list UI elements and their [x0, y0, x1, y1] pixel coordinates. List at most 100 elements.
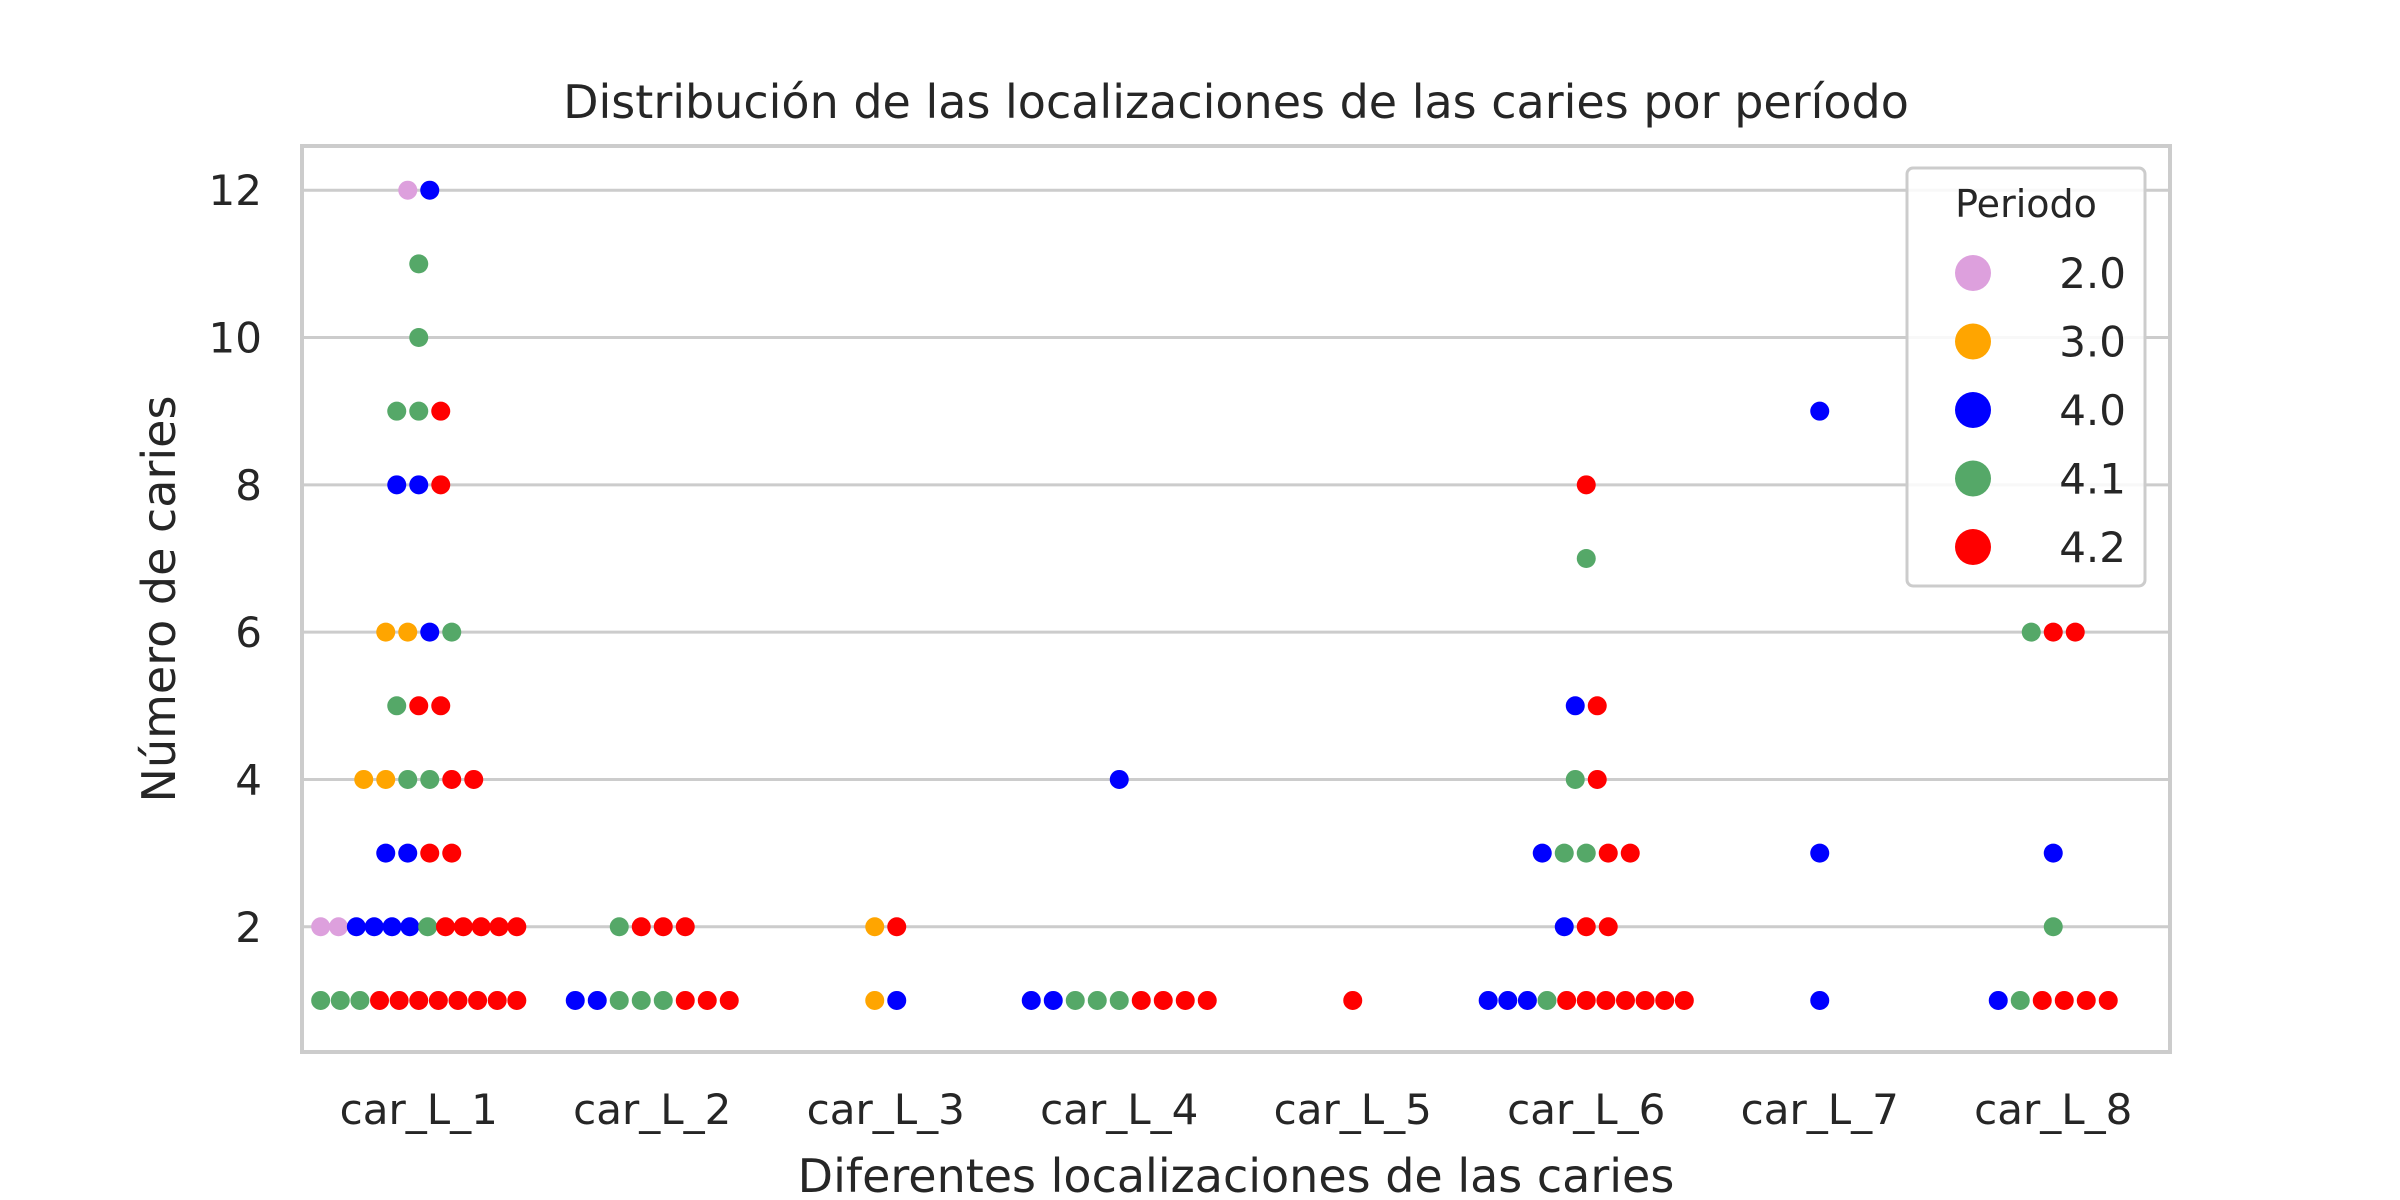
data-point — [1576, 475, 1596, 495]
data-point — [1498, 990, 1518, 1010]
data-point — [653, 917, 673, 937]
x-tick-label: car_L_2 — [573, 1085, 731, 1134]
data-point — [1587, 769, 1607, 789]
data-point — [420, 843, 440, 863]
data-point — [887, 990, 907, 1010]
data-point — [387, 475, 407, 495]
data-point — [1674, 990, 1694, 1010]
data-point — [409, 475, 429, 495]
data-point — [2076, 990, 2096, 1010]
data-point — [1576, 917, 1596, 937]
data-point — [1587, 696, 1607, 716]
data-point — [453, 917, 473, 937]
y-tick-label: 10 — [209, 314, 262, 363]
data-point — [354, 769, 374, 789]
x-tick-label: car_L_7 — [1741, 1085, 1899, 1134]
data-point — [346, 917, 366, 937]
data-point — [1635, 990, 1655, 1010]
data-point — [2043, 622, 2063, 642]
x-tick-label: car_L_6 — [1507, 1085, 1665, 1134]
x-tick-label: car_L_1 — [340, 1085, 498, 1134]
data-point — [389, 990, 409, 1010]
legend-label: 3.0 — [2059, 318, 2126, 367]
legend-label: 2.0 — [2059, 249, 2126, 298]
data-point — [398, 769, 418, 789]
data-point — [311, 917, 331, 937]
data-point — [2054, 990, 2074, 1010]
data-point — [409, 254, 429, 274]
data-point — [418, 917, 438, 937]
data-point — [1554, 843, 1574, 863]
data-point — [887, 917, 907, 937]
data-point — [1810, 990, 1830, 1010]
data-point — [1532, 843, 1552, 863]
x-tick-label: car_L_3 — [807, 1085, 965, 1134]
legend-entries: 2.0 3.0 4.0 4.1 4.2 — [1955, 249, 2126, 572]
data-point — [420, 180, 440, 200]
data-point — [697, 990, 717, 1010]
data-point — [1131, 990, 1151, 1010]
data-point — [382, 917, 402, 937]
data-point — [409, 696, 429, 716]
x-axis-title: Diferentes localizaciones de las caries — [798, 1149, 1675, 1200]
data-point — [376, 843, 396, 863]
data-point — [387, 401, 407, 421]
data-point — [409, 401, 429, 421]
legend-marker — [1955, 529, 1991, 565]
data-point — [442, 769, 462, 789]
plot-frame — [300, 144, 2172, 1054]
data-point — [330, 990, 350, 1010]
data-point — [1554, 917, 1574, 937]
data-point — [387, 696, 407, 716]
data-point — [1557, 990, 1577, 1010]
data-point — [1478, 990, 1498, 1010]
data-point — [631, 917, 651, 937]
data-point — [1175, 990, 1195, 1010]
data-point — [376, 769, 396, 789]
data-point — [398, 843, 418, 863]
data-point — [1517, 990, 1537, 1010]
data-point — [311, 990, 331, 1010]
data-point — [471, 917, 491, 937]
data-point — [1598, 843, 1618, 863]
data-point — [428, 990, 448, 1010]
data-point — [398, 622, 418, 642]
data-point — [364, 917, 384, 937]
data-point — [442, 843, 462, 863]
legend-marker — [1955, 392, 1991, 428]
data-point — [1810, 843, 1830, 863]
data-point — [609, 917, 629, 937]
data-point — [865, 917, 885, 937]
x-tick-label: car_L_5 — [1274, 1085, 1432, 1134]
data-point — [2043, 917, 2063, 937]
data-point — [398, 180, 418, 200]
data-point — [329, 917, 349, 937]
data-point — [1576, 548, 1596, 568]
data-point — [376, 622, 396, 642]
data-point — [431, 401, 451, 421]
data-point — [507, 917, 527, 937]
data-point — [1576, 843, 1596, 863]
y-axis-title: Número de caries — [132, 396, 186, 803]
legend-marker — [1955, 460, 1991, 497]
data-point — [1810, 401, 1830, 421]
y-tick-labels: 2 4 6 8 10 12 — [209, 166, 262, 952]
data-point — [565, 990, 585, 1010]
data-point — [1109, 990, 1129, 1010]
data-point — [631, 990, 651, 1010]
data-point — [435, 917, 455, 937]
data-point — [448, 990, 468, 1010]
legend-marker — [1955, 255, 1991, 291]
chart-title: Distribución de las localizaciones de la… — [563, 75, 1909, 129]
y-tick-label: 4 — [235, 755, 262, 804]
data-point — [1343, 990, 1363, 1010]
data-point — [400, 917, 420, 937]
legend-title: Periodo — [1955, 182, 2097, 226]
data-point — [1576, 990, 1596, 1010]
data-point — [719, 990, 739, 1010]
data-point — [1537, 990, 1557, 1010]
data-point — [1615, 990, 1635, 1010]
data-point — [370, 990, 390, 1010]
data-point — [420, 622, 440, 642]
